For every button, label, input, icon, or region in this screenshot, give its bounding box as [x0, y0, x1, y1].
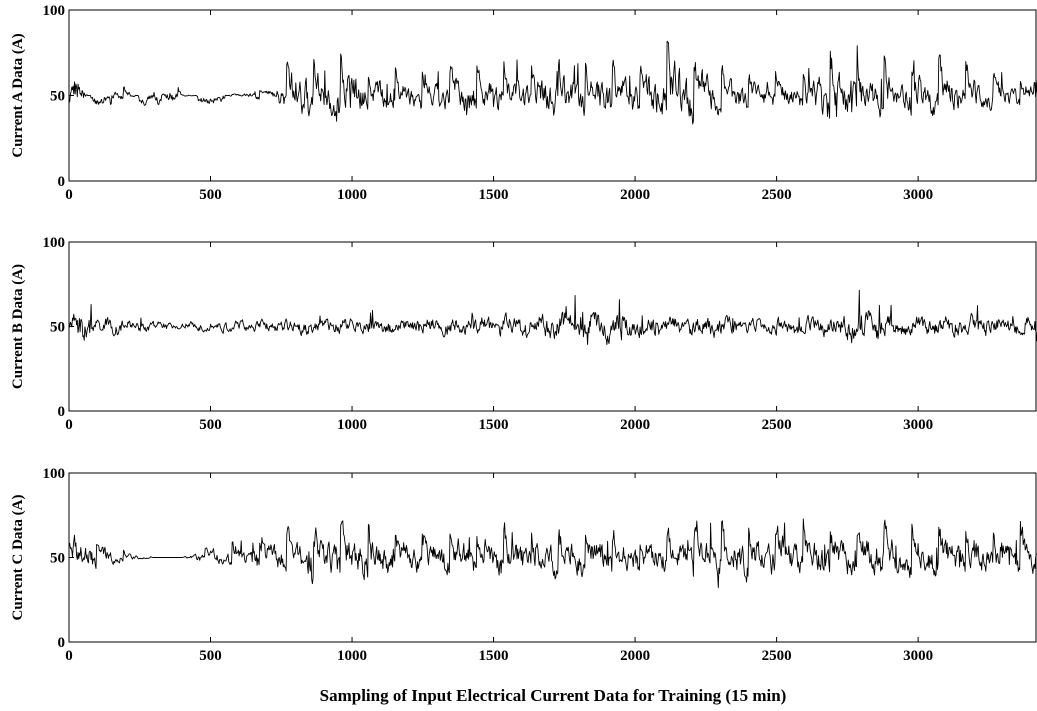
x-tick-label: 3000	[903, 417, 933, 433]
x-tick-label: 2500	[762, 187, 792, 203]
panel-current-c: 0 500 1000 1500 2000 2500 3000 0 50 100 Current C …	[10, 466, 1037, 664]
y-tick-label: 0	[58, 635, 66, 651]
panel-current-b: 0 500 1000 1500 2000 2500 3000 0 50 100 Current B …	[10, 235, 1037, 433]
x-tick-label: 500	[199, 187, 222, 203]
x-tick-label: 2000	[620, 648, 650, 664]
x-tick-label: 500	[199, 648, 222, 664]
x-tick-label: 1500	[479, 417, 509, 433]
x-tick-label: 1500	[479, 187, 509, 203]
panel-current-a: 0 500 1000 1500 2000 2500 3000 0 50 100 Current A …	[10, 3, 1037, 203]
x-tick-label: 1000	[337, 417, 367, 433]
y-tick-label: 50	[50, 89, 65, 105]
x-tick-label: 0	[65, 417, 73, 433]
x-tick-label: 2500	[762, 417, 792, 433]
x-tick-label: 3000	[903, 187, 933, 203]
y-tick-label: 100	[43, 466, 66, 482]
x-tick-label: 1500	[479, 648, 509, 664]
y-tick-label: 0	[58, 174, 66, 190]
y-tick-label: 0	[58, 404, 66, 420]
x-tick-label: 2500	[762, 648, 792, 664]
y-axis-label: Current B Data (A)	[10, 264, 26, 389]
y-tick-label: 50	[50, 320, 65, 336]
series-line	[68, 518, 1037, 589]
y-axis-label: Current C Data (A)	[10, 495, 26, 621]
series-line	[68, 40, 1037, 125]
x-tick-label: 2000	[620, 187, 650, 203]
y-tick-label: 50	[50, 551, 65, 567]
x-tick-label: 3000	[903, 648, 933, 664]
series-line	[68, 289, 1037, 346]
y-tick-label: 100	[43, 3, 66, 19]
y-tick-label: 100	[43, 235, 66, 251]
axes-frame	[68, 9, 1037, 182]
x-tick-label: 500	[199, 417, 222, 433]
x-tick-label: 1000	[337, 648, 367, 664]
x-tick-label: 1000	[337, 187, 367, 203]
y-axis-label: Current A Data (A)	[10, 33, 26, 157]
axes-frame	[68, 472, 1037, 643]
x-axis-label: Sampling of Input Electrical Current Dat…	[320, 686, 787, 705]
x-tick-label: 0	[65, 648, 73, 664]
x-tick-label: 2000	[620, 417, 650, 433]
x-tick-label: 0	[65, 187, 73, 203]
